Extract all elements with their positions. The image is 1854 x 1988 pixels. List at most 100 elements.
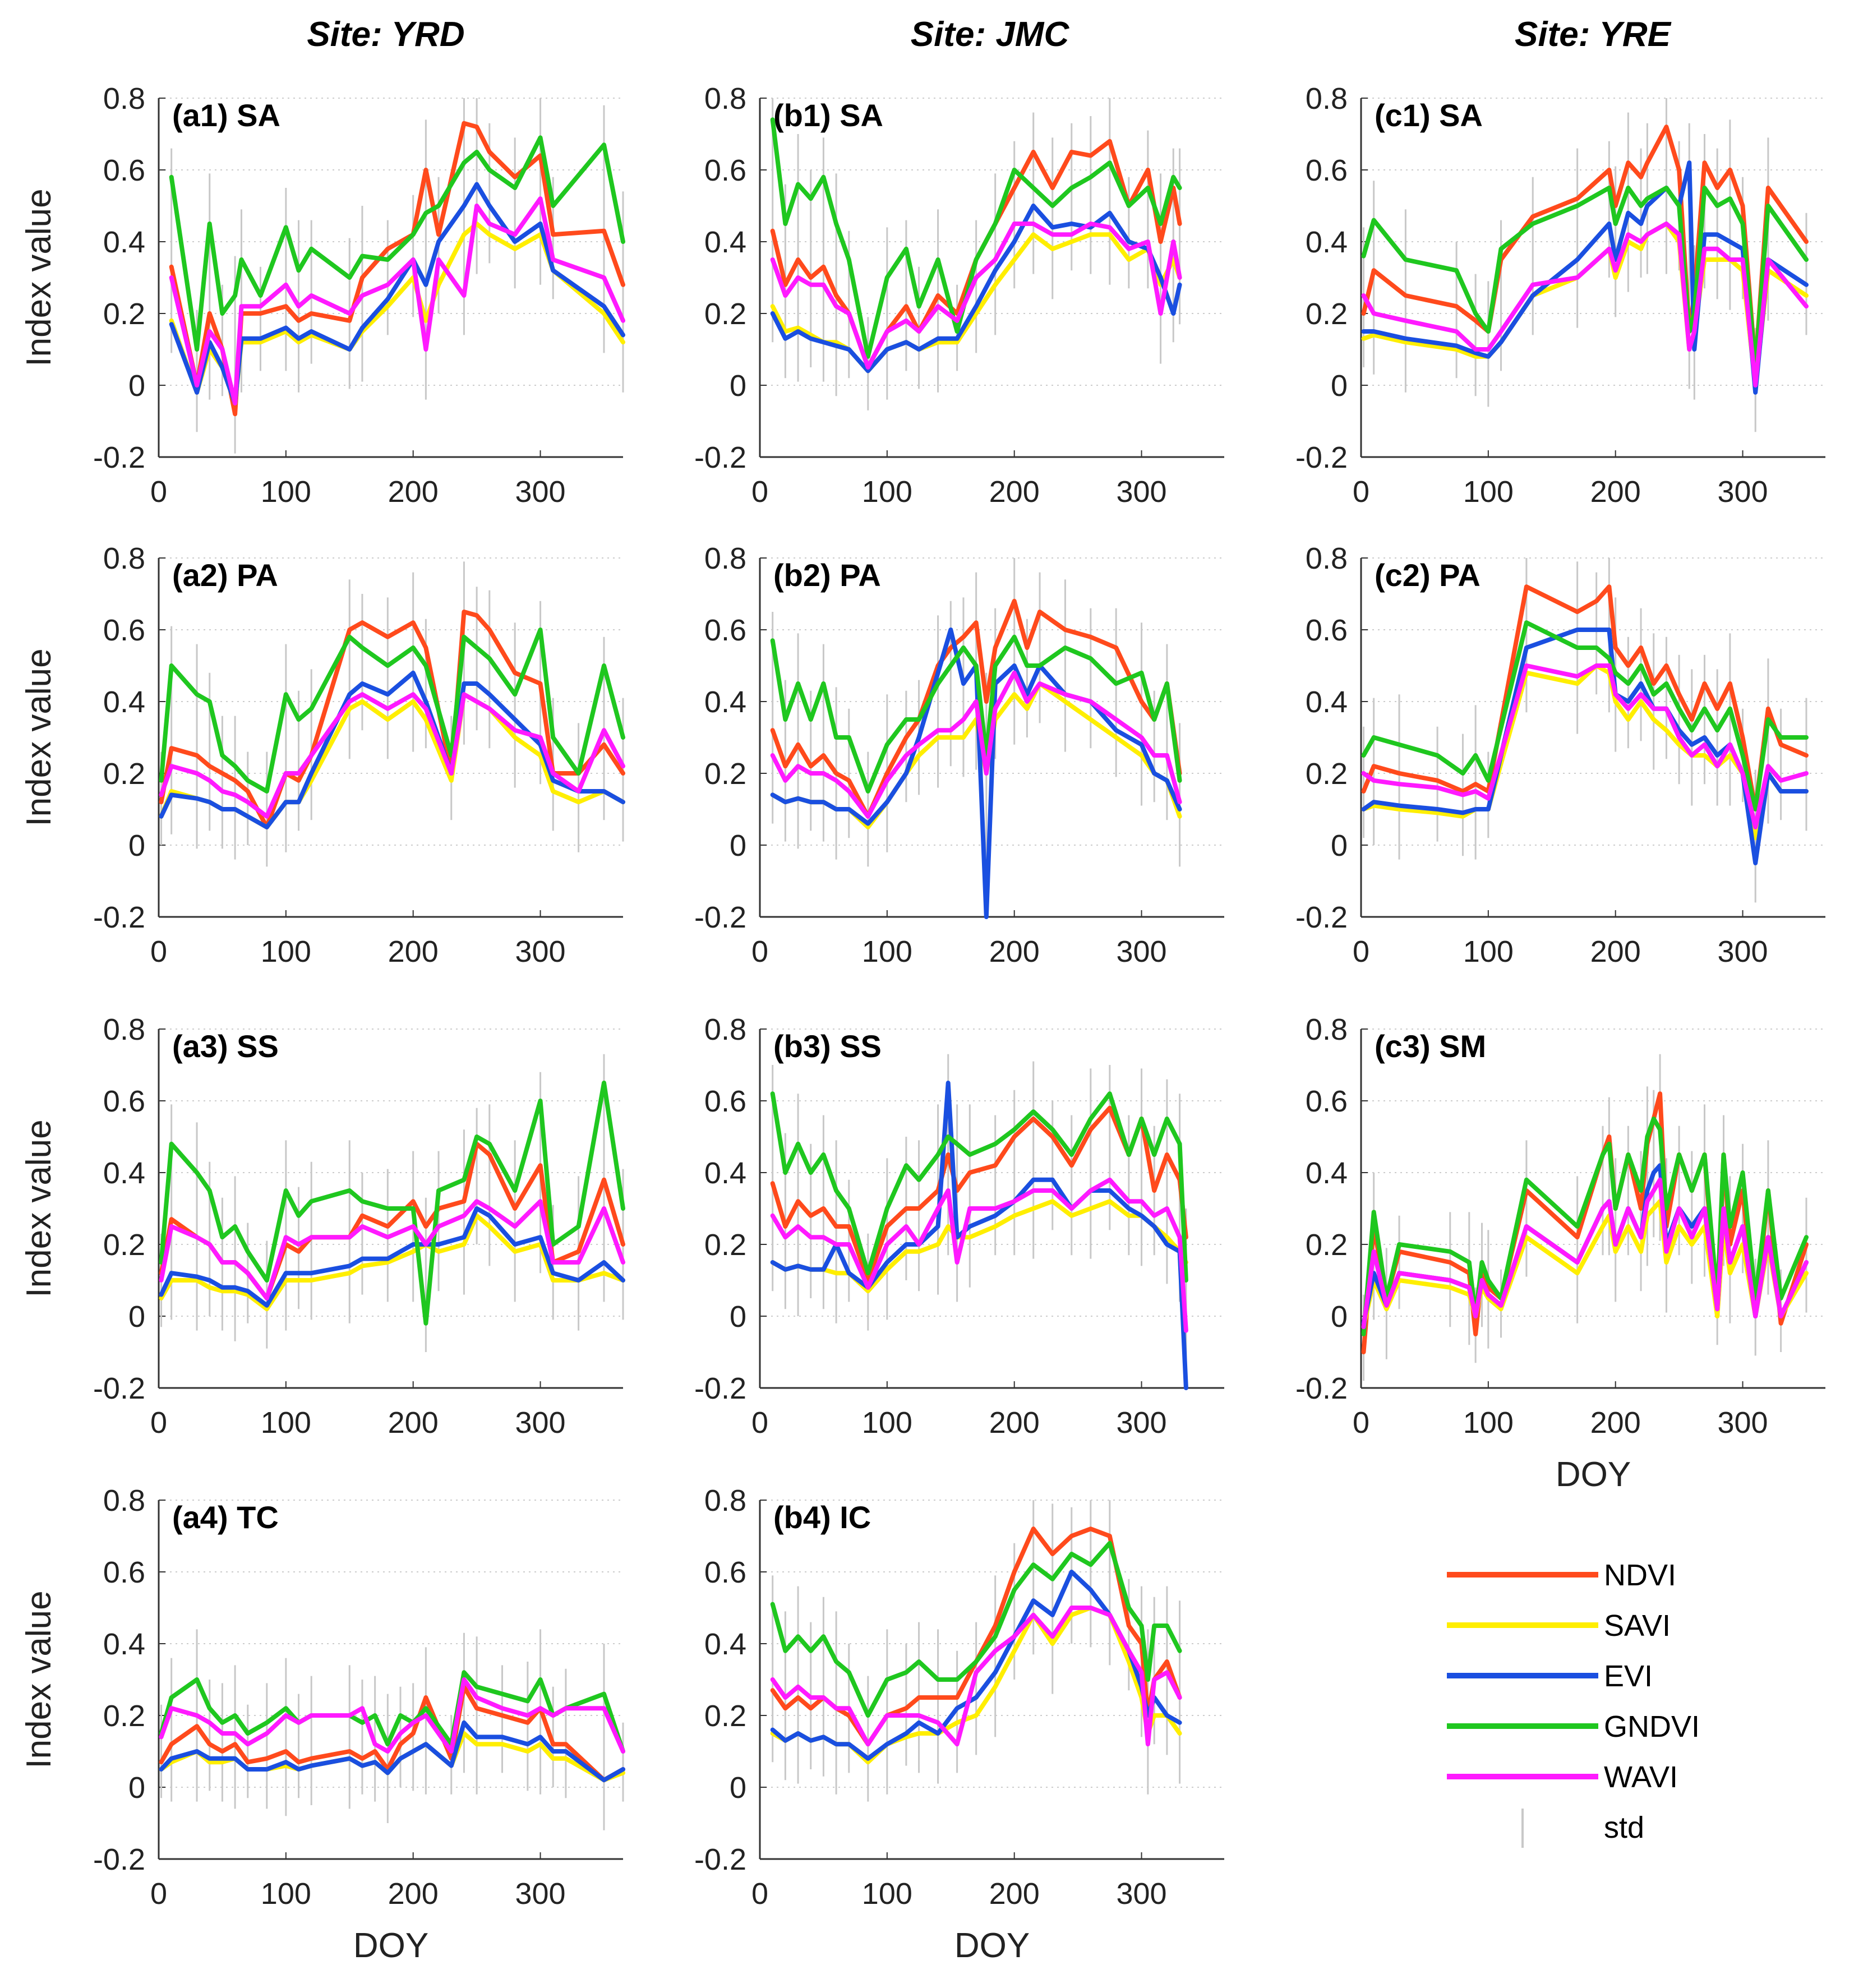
x-tick-label: 300 [515,935,565,968]
site-title-yre: Site: YRE [1515,15,1672,54]
y-tick-label: 0 [128,1771,145,1805]
panel-label: (c1) SA [1375,98,1483,133]
y-tick-label: 0.6 [103,154,145,187]
y-tick-label: 0.2 [103,297,145,331]
y-tick-label: 0.8 [103,82,145,116]
legend-label-std: std [1604,1811,1644,1844]
panel-a3: -0.200.20.40.60.80 100 200 300(a3) SSIndex … [20,1013,625,1440]
y-tick-label: 0.6 [1306,614,1348,647]
y-tick-label: -0.2 [1295,441,1348,474]
series-line-ndvi [159,1684,625,1783]
y-tick-label: 0.6 [103,614,145,647]
y-tick-label: 0.6 [1306,1085,1348,1118]
series-line-gndvi [770,1540,1182,1718]
y-tick-label: 0.8 [704,1484,746,1517]
x-tick-label: 100 [862,475,912,509]
series-line-wavi [1361,1177,1809,1330]
panel-label: (b3) SS [773,1028,882,1064]
y-tick-label: 0.4 [103,1156,145,1190]
y-tick-label: -0.2 [694,441,746,474]
x-tick-label: 200 [1590,475,1641,509]
x-tick-label: 300 [515,475,565,509]
y-tick-label: -0.2 [1295,1372,1348,1405]
y-tick-label: 0 [730,829,746,862]
y-tick-label: 0.4 [704,225,746,259]
series-line-gndvi [159,1670,625,1754]
x-tick-label: 0 [751,935,768,968]
x-axis-label: DOY [353,1926,428,1965]
panel-label: (b2) PA [773,557,881,593]
x-tick-label: 100 [261,935,311,968]
panel-c2: -0.200.20.40.60.80 100 200 300(c2) PA [1295,542,1825,968]
x-tick-label: 0 [751,475,768,509]
y-tick-label: 0 [730,1300,746,1334]
panel-label: (a4) TC [172,1500,279,1535]
y-tick-label: -0.2 [93,901,145,934]
legend-label-ndvi: NDVI [1604,1558,1676,1592]
y-axis-label: Index value [20,188,58,366]
series-line-ndvi [1361,124,1809,370]
x-tick-label: 0 [1353,935,1369,968]
panel-label: (a2) PA [172,557,278,593]
series-line-evi [1361,160,1809,395]
series-line-ndvi [159,610,625,829]
y-tick-label: 0.6 [103,1556,145,1589]
y-tick-label: 0 [730,1771,746,1805]
y-tick-label: 0.6 [704,614,746,647]
series-line-wavi [1361,663,1809,829]
series-line-wavi [159,1199,625,1300]
y-tick-label: 0.8 [1306,82,1348,116]
x-axis-label: DOY [954,1926,1030,1965]
panel-b3: -0.200.20.40.60.80 100 200 300(b3) SS [694,1013,1224,1440]
site-title-jmc: Site: JMC [911,15,1070,54]
legend-label-savi: SAVI [1604,1609,1671,1643]
y-tick-label: -0.2 [93,1372,145,1405]
y-tick-label: 0.2 [704,1699,746,1733]
y-tick-label: -0.2 [93,1843,145,1876]
y-tick-label: 0 [1331,369,1348,403]
panel-label: (a3) SS [172,1028,279,1064]
x-tick-label: 200 [1590,935,1641,968]
x-tick-label: 200 [388,1406,439,1440]
y-tick-label: 0.6 [704,154,746,187]
x-tick-label: 300 [1717,935,1768,968]
panel-label: (a1) SA [172,98,280,133]
y-tick-label: -0.2 [694,901,746,934]
series-line-ndvi [1361,584,1809,811]
y-tick-label: 0 [1331,1300,1348,1334]
y-tick-label: 0 [730,369,746,403]
x-tick-label: 300 [1717,1406,1768,1440]
x-tick-label: 200 [989,475,1040,509]
series-line-evi [159,670,625,829]
series-line-wavi [1361,222,1809,388]
y-tick-label: 0 [1331,829,1348,862]
y-tick-label: 0.2 [1306,757,1348,791]
x-tick-label: 200 [1590,1406,1641,1440]
x-tick-label: 300 [1116,1877,1166,1911]
y-tick-label: 0.2 [103,1699,145,1733]
x-axis-label: DOY [1556,1455,1631,1494]
y-tick-label: 0.2 [704,297,746,331]
series-line-savi [1361,1199,1809,1330]
y-tick-label: 0.8 [103,1013,145,1046]
series-line-gndvi [1361,1117,1809,1336]
y-tick-label: 0.2 [1306,297,1348,331]
series-line-wavi [770,1177,1188,1333]
y-axis-label: Index value [20,648,58,826]
x-tick-label: 200 [989,1406,1040,1440]
series-line-gndvi [159,1081,625,1326]
series-line-evi [159,1206,625,1308]
panel-label: (c3) SM [1375,1028,1486,1064]
x-tick-label: 100 [862,1406,912,1440]
x-tick-label: 0 [150,935,167,968]
x-tick-label: 0 [150,1877,167,1911]
x-tick-label: 200 [388,475,439,509]
x-tick-label: 300 [1116,475,1166,509]
panel-c1: -0.200.20.40.60.80 100 200 300(c1) SA [1295,82,1825,509]
x-tick-label: 100 [1463,475,1514,509]
y-tick-label: 0.8 [1306,1013,1348,1046]
x-tick-label: 300 [1116,1406,1166,1440]
y-tick-label: 0.4 [704,1156,746,1190]
series-line-ndvi [770,598,1182,819]
